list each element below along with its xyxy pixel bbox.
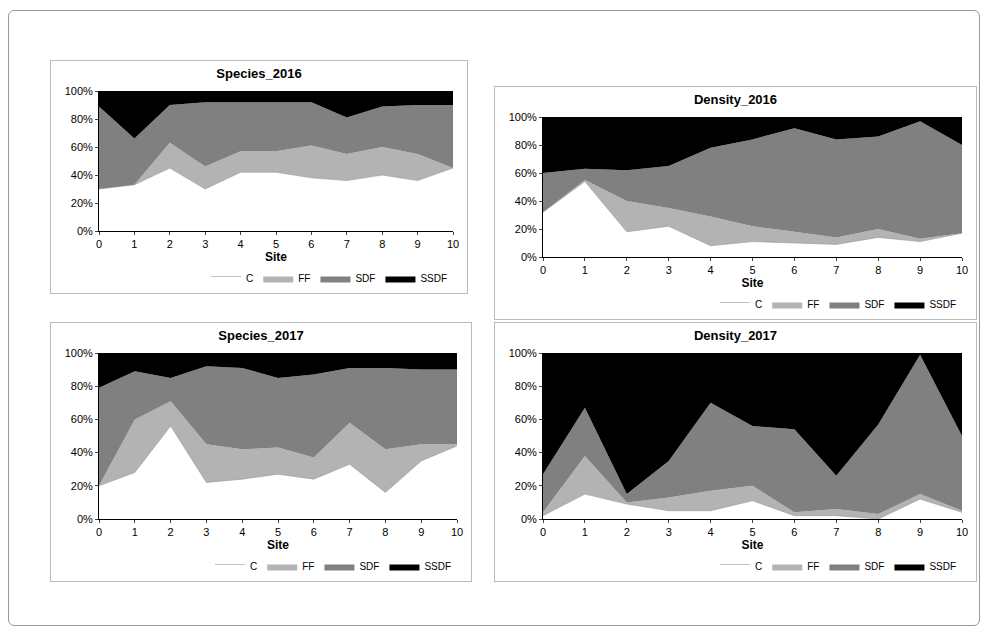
svg-text:4: 4 (708, 526, 714, 538)
svg-text:4: 4 (238, 238, 244, 250)
svg-text:9: 9 (418, 526, 424, 538)
svg-text:5: 5 (275, 526, 281, 538)
svg-text:7: 7 (833, 526, 839, 538)
svg-text:2: 2 (167, 238, 173, 250)
svg-text:10: 10 (956, 264, 968, 276)
svg-text:1: 1 (131, 238, 137, 250)
svg-text:6: 6 (308, 238, 314, 250)
svg-text:7: 7 (833, 264, 839, 276)
svg-text:Site: Site (267, 538, 289, 552)
svg-text:60%: 60% (515, 413, 537, 425)
svg-text:2: 2 (168, 526, 174, 538)
svg-text:Site: Site (741, 276, 763, 290)
svg-text:3: 3 (202, 238, 208, 250)
svg-text:Density_2017: Density_2017 (694, 328, 777, 343)
svg-text:0%: 0% (521, 251, 537, 263)
svg-text:20%: 20% (515, 480, 537, 492)
svg-text:8: 8 (875, 526, 881, 538)
svg-text:Species_2017: Species_2017 (218, 328, 303, 343)
svg-text:SDF: SDF (355, 273, 375, 284)
svg-text:10: 10 (451, 526, 463, 538)
svg-text:100%: 100% (65, 347, 93, 359)
svg-text:10: 10 (956, 526, 968, 538)
svg-text:7: 7 (344, 238, 350, 250)
svg-text:FF: FF (807, 561, 819, 572)
svg-text:100%: 100% (65, 85, 93, 97)
svg-text:0: 0 (96, 526, 102, 538)
svg-text:8: 8 (382, 526, 388, 538)
svg-text:Site: Site (265, 250, 287, 264)
svg-text:10: 10 (447, 238, 459, 250)
svg-text:0: 0 (540, 264, 546, 276)
svg-text:SDF: SDF (864, 299, 884, 310)
svg-text:80%: 80% (515, 380, 537, 392)
svg-text:FF: FF (807, 299, 819, 310)
svg-text:SSDF: SSDF (424, 561, 451, 572)
svg-text:3: 3 (666, 526, 672, 538)
svg-text:SDF: SDF (864, 561, 884, 572)
svg-text:1: 1 (582, 526, 588, 538)
svg-text:0: 0 (96, 238, 102, 250)
svg-text:60%: 60% (71, 141, 93, 153)
svg-text:6: 6 (311, 526, 317, 538)
svg-text:SDF: SDF (359, 561, 379, 572)
svg-text:0%: 0% (77, 513, 93, 525)
svg-text:Species_2016: Species_2016 (216, 66, 301, 81)
svg-text:7: 7 (347, 526, 353, 538)
svg-text:3: 3 (666, 264, 672, 276)
svg-text:C: C (755, 299, 762, 310)
svg-text:100%: 100% (509, 111, 537, 123)
svg-text:2: 2 (624, 264, 630, 276)
svg-text:20%: 20% (515, 223, 537, 235)
svg-text:SSDF: SSDF (420, 273, 447, 284)
svg-text:6: 6 (791, 264, 797, 276)
svg-text:1: 1 (132, 526, 138, 538)
svg-text:8: 8 (379, 238, 385, 250)
svg-text:6: 6 (791, 526, 797, 538)
svg-text:20%: 20% (71, 197, 93, 209)
svg-text:1: 1 (582, 264, 588, 276)
svg-text:C: C (755, 561, 762, 572)
svg-text:2: 2 (624, 526, 630, 538)
svg-text:9: 9 (917, 526, 923, 538)
svg-text:4: 4 (239, 526, 245, 538)
svg-text:5: 5 (749, 264, 755, 276)
svg-text:80%: 80% (515, 139, 537, 151)
svg-text:80%: 80% (71, 380, 93, 392)
svg-text:0: 0 (540, 526, 546, 538)
svg-text:100%: 100% (509, 347, 537, 359)
svg-text:FF: FF (298, 273, 310, 284)
svg-text:0%: 0% (521, 513, 537, 525)
svg-text:5: 5 (273, 238, 279, 250)
svg-text:C: C (250, 561, 257, 572)
svg-text:5: 5 (749, 526, 755, 538)
svg-text:0%: 0% (77, 225, 93, 237)
svg-text:40%: 40% (515, 195, 537, 207)
svg-text:Density_2016: Density_2016 (694, 92, 777, 107)
svg-text:20%: 20% (71, 480, 93, 492)
svg-text:40%: 40% (71, 446, 93, 458)
svg-text:8: 8 (875, 264, 881, 276)
svg-text:Site: Site (741, 538, 763, 552)
svg-text:C: C (246, 273, 253, 284)
svg-text:40%: 40% (515, 446, 537, 458)
svg-text:60%: 60% (71, 413, 93, 425)
svg-text:3: 3 (203, 526, 209, 538)
svg-text:9: 9 (415, 238, 421, 250)
svg-text:9: 9 (917, 264, 923, 276)
svg-text:60%: 60% (515, 167, 537, 179)
svg-text:SSDF: SSDF (929, 299, 956, 310)
svg-text:40%: 40% (71, 169, 93, 181)
svg-text:SSDF: SSDF (929, 561, 956, 572)
svg-text:80%: 80% (71, 113, 93, 125)
svg-text:FF: FF (302, 561, 314, 572)
svg-text:4: 4 (708, 264, 714, 276)
